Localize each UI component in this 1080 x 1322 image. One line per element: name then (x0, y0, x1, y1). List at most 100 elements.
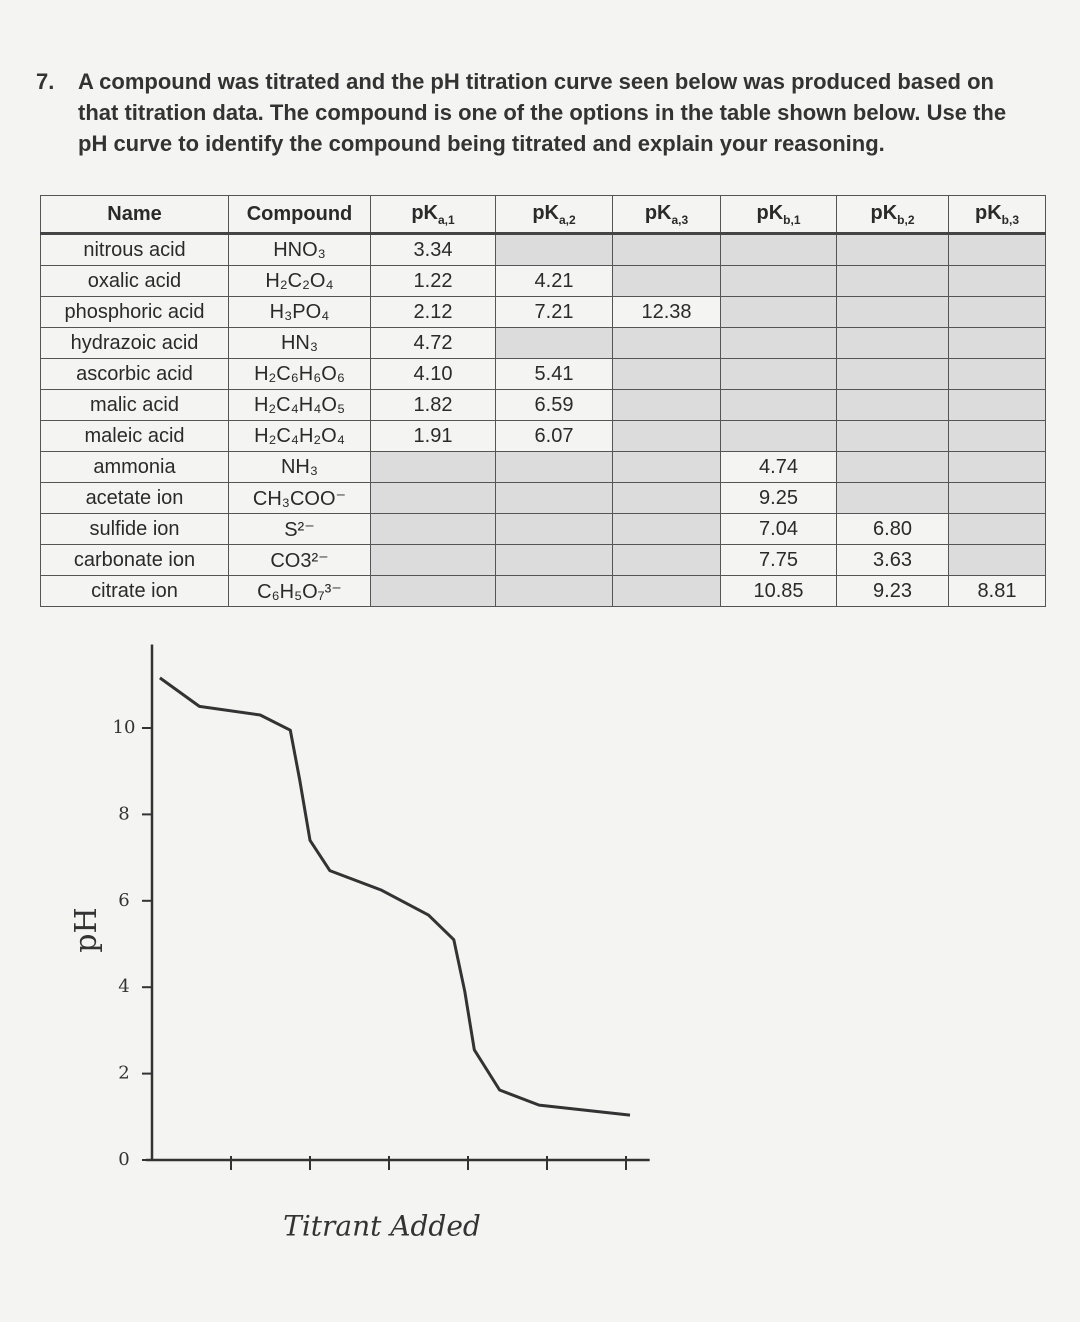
empty-cell (948, 358, 1046, 390)
empty-cell (612, 482, 721, 514)
formula-cell: H₂C₂O₄ (228, 265, 371, 297)
question-number: 7. (36, 69, 55, 94)
empty-cell (948, 296, 1046, 328)
empty-cell (612, 575, 721, 607)
titration-curve (159, 676, 631, 1117)
header-base: pK (532, 201, 559, 224)
formula-cell: C₆H₅O₇³⁻ (228, 575, 371, 607)
table-row: ascorbic acid H₂C₆H₆O₆ 4.10 5.41 (40, 358, 1046, 390)
column-header: pKb,1 (720, 195, 837, 235)
value-cell: 3.63 (836, 544, 949, 576)
table-row: acetate ion CH₃COO⁻ 9.25 (40, 482, 1046, 514)
empty-cell (836, 327, 949, 359)
empty-cell (836, 389, 949, 421)
formula-cell: CO3²⁻ (228, 544, 371, 576)
value-cell: 7.21 (495, 296, 613, 328)
question-text: A compound was titrated and the pH titra… (78, 69, 1007, 156)
value-cell: 10.85 (720, 575, 837, 607)
empty-cell (836, 420, 949, 452)
value-cell: 4.74 (720, 451, 837, 483)
column-header: Compound (228, 195, 371, 235)
empty-cell (612, 233, 721, 266)
header-base: pK (974, 201, 1002, 224)
empty-cell (720, 327, 837, 359)
empty-cell (612, 544, 721, 576)
table-row: sulfide ion S²⁻ 7.04 6.80 (40, 513, 1046, 545)
y-axis-label: pH (69, 907, 104, 952)
column-header: pKa,1 (370, 195, 496, 235)
table-row: oxalic acid H₂C₂O₄ 1.22 4.21 (40, 265, 1046, 297)
empty-cell (948, 451, 1046, 483)
empty-cell (370, 575, 496, 607)
formula-cell: HN₃ (228, 327, 371, 359)
formula-cell: HNO₃ (228, 233, 371, 266)
empty-cell (370, 451, 496, 483)
column-header: pKb,2 (836, 195, 949, 235)
question: 7. A compound was titrated and the pH ti… (36, 66, 1036, 159)
empty-cell (948, 482, 1046, 514)
formula-cell: H₂C₄H₂O₄ (228, 420, 371, 452)
formula-cell: S²⁻ (228, 513, 371, 545)
formula-cell: H₂C₆H₆O₆ (228, 358, 371, 390)
value-cell: 3.34 (370, 233, 496, 266)
value-cell: 7.75 (720, 544, 837, 576)
value-cell: 4.72 (370, 327, 496, 359)
empty-cell (720, 233, 837, 266)
value-cell: 5.41 (495, 358, 613, 390)
value-cell: 12.38 (612, 296, 721, 328)
name-cell: carbonate ion (40, 544, 229, 576)
empty-cell (720, 389, 837, 421)
empty-cell (720, 265, 837, 297)
header-base: pK (870, 201, 898, 224)
header-row: Name Compound pKa,1 pKa,2 pKa,3 pKb,1 pKb,2 pKb… (40, 195, 1046, 235)
empty-cell (836, 296, 949, 328)
column-header: pKa,3 (612, 195, 721, 235)
header-subscript: a,2 (558, 212, 576, 227)
value-cell: 6.07 (495, 420, 613, 452)
empty-cell (948, 233, 1046, 266)
header-subscript: b,2 (897, 212, 915, 227)
x-axis-label: Titrant Added (283, 1210, 481, 1243)
value-cell: 1.22 (370, 265, 496, 297)
name-cell: hydrazoic acid (40, 327, 229, 359)
empty-cell (612, 265, 721, 297)
value-cell: 8.81 (948, 575, 1046, 607)
table-row: ammonia NH₃ 4.74 (40, 451, 1046, 483)
header-base: pK (644, 201, 672, 224)
header-base: pK (756, 201, 784, 224)
value-cell: 9.25 (720, 482, 837, 514)
empty-cell (612, 358, 721, 390)
empty-cell (836, 482, 949, 514)
empty-cell (948, 389, 1046, 421)
table-row: nitrous acid HNO₃ 3.34 (40, 233, 1046, 266)
header-subscript: a,1 (437, 212, 455, 227)
y-tick-label: 10 (113, 717, 136, 738)
column-header: pKb,3 (948, 195, 1046, 235)
y-tick-label: 2 (118, 1063, 129, 1084)
empty-cell (612, 389, 721, 421)
name-cell: citrate ion (40, 575, 229, 607)
formula-cell: NH₃ (228, 451, 371, 483)
empty-cell (836, 265, 949, 297)
empty-cell (948, 420, 1046, 452)
table-row: carbonate ion CO3²⁻ 7.75 3.63 (40, 544, 1046, 576)
table-body: nitrous acid HNO₃ 3.34 oxalic acid H₂C₂O₄ 1.2… (40, 233, 1046, 607)
y-tick-label: 0 (118, 1149, 129, 1170)
empty-cell (495, 575, 613, 607)
y-tick-label: 6 (118, 890, 129, 911)
empty-cell (720, 296, 837, 328)
formula-cell: H₃PO₄ (228, 296, 371, 328)
table-row: maleic acid H₂C₄H₂O₄ 1.91 6.07 (40, 420, 1046, 452)
value-cell: 9.23 (836, 575, 949, 607)
empty-cell (495, 482, 613, 514)
name-cell: oxalic acid (40, 265, 229, 297)
empty-cell (948, 265, 1046, 297)
y-tick-label: 8 (118, 803, 129, 824)
name-cell: nitrous acid (40, 233, 229, 266)
empty-cell (370, 513, 496, 545)
empty-cell (836, 233, 949, 266)
data-table: Name Compound pKa,1 pKa,2 pKa,3 pKb,1 pKb,2 pKb… (40, 195, 1046, 607)
empty-cell (495, 544, 613, 576)
